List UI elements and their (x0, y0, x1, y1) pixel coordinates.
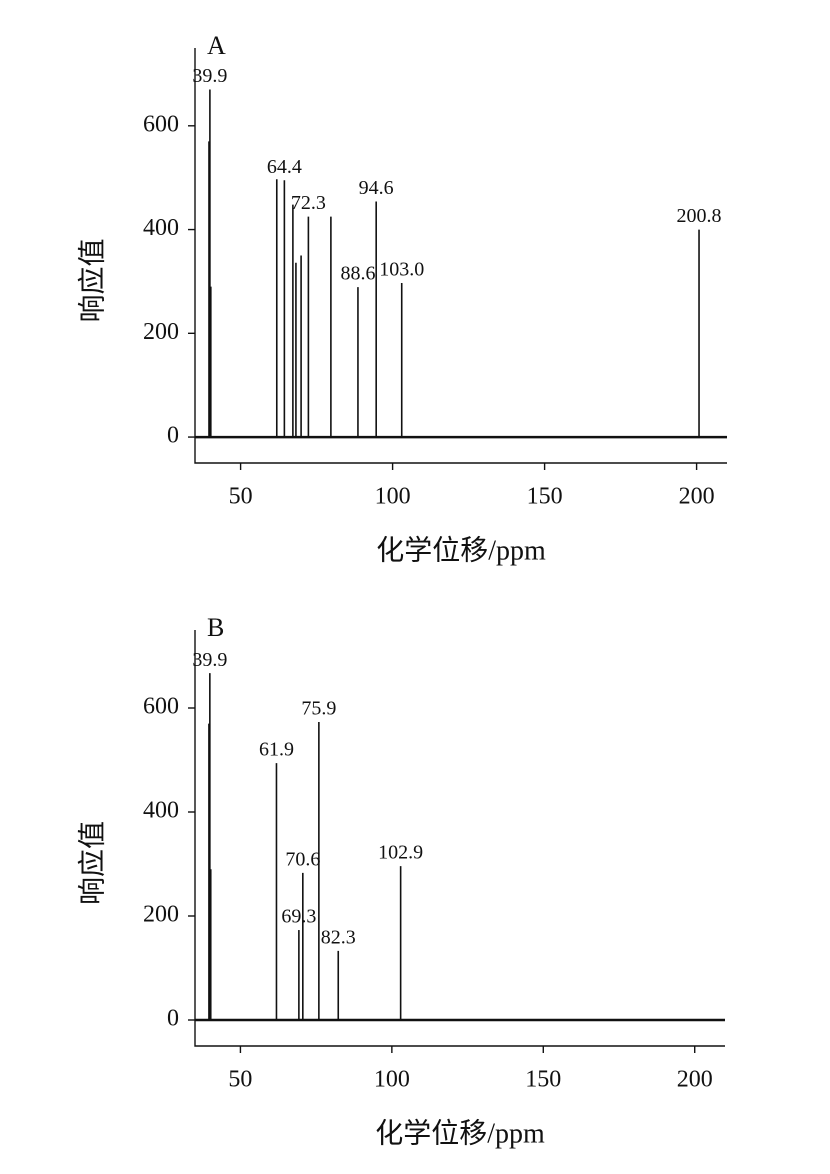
y-tick-label: 0 (167, 1006, 179, 1032)
peak-label: 69.3 (281, 906, 316, 928)
peak-label: 64.4 (267, 156, 302, 178)
x-tick-label: 200 (677, 1067, 713, 1093)
y-tick-label: 600 (143, 111, 179, 137)
peak-label: 103.0 (379, 259, 424, 281)
panel-title: B (207, 613, 224, 642)
y-tick-label: 0 (167, 423, 179, 449)
x-tick-label: 200 (679, 484, 715, 510)
y-tick-label: 400 (143, 215, 179, 241)
y-axis-label: 响应值 (76, 238, 108, 322)
peak-label: 102.9 (378, 842, 423, 864)
peak-label: 82.3 (321, 926, 356, 948)
peak-label: 94.6 (359, 177, 394, 199)
x-tick-label: 150 (525, 1067, 561, 1093)
peak-label: 75.9 (301, 698, 336, 720)
x-tick-label: 100 (375, 484, 411, 510)
x-tick-label: 150 (527, 484, 563, 510)
peak-label: 61.9 (259, 739, 294, 761)
peak-label: 200.8 (677, 205, 722, 227)
peak-label: 88.6 (340, 263, 375, 285)
peak-label: 70.6 (285, 848, 320, 870)
y-axis-label: 响应值 (76, 821, 108, 905)
x-tick-label: 50 (229, 484, 253, 510)
y-tick-label: 200 (143, 902, 179, 928)
peak-label: 39.9 (192, 65, 227, 87)
x-axis-label: 化学位移/ppm (376, 534, 546, 566)
y-tick-label: 200 (143, 319, 179, 345)
peak-label: 72.3 (291, 192, 326, 214)
x-tick-label: 100 (374, 1067, 410, 1093)
peak-label: 39.9 (192, 649, 227, 671)
panel-title: A (207, 31, 226, 60)
x-tick-label: 50 (228, 1067, 252, 1093)
axes (194, 48, 727, 464)
axes (194, 630, 725, 1047)
y-tick-label: 600 (143, 694, 179, 720)
x-axis-label: 化学位移/ppm (375, 1117, 545, 1149)
y-tick-label: 400 (143, 798, 179, 824)
